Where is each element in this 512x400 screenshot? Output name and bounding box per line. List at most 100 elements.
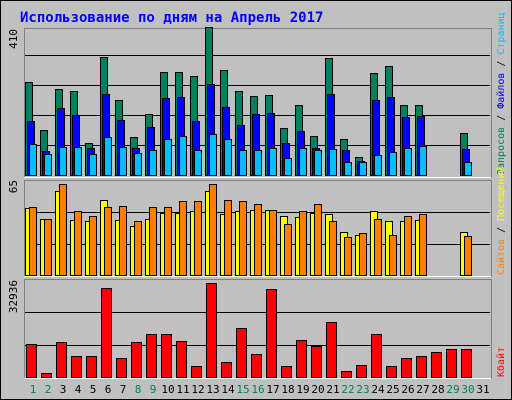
bar-pages <box>419 146 427 176</box>
day-label: 8 <box>135 383 142 396</box>
bar-kbytes <box>146 334 157 378</box>
day-label: 31 <box>476 383 489 396</box>
bar-pages <box>44 154 52 176</box>
bar-kbytes <box>191 366 202 378</box>
bar-kbytes <box>326 322 337 378</box>
bar-pages <box>29 144 37 176</box>
day-label: 14 <box>221 383 235 396</box>
top-legend: Запросов / Файлов / Страниц <box>495 12 507 175</box>
bar-kbytes <box>116 358 127 378</box>
bar-sites-fill <box>344 237 352 276</box>
chart-title: Использование по дням на Апрель 2017 <box>20 10 323 26</box>
bar-sites-fill <box>224 200 232 276</box>
day-label: 21 <box>326 383 339 396</box>
bar-sites-fill <box>194 201 202 276</box>
bar-sites-fill <box>134 221 142 276</box>
legend-entry: Файлов <box>495 73 507 109</box>
bar-sites-fill <box>104 207 112 276</box>
bar-kbytes <box>41 373 52 378</box>
bar-kbytes <box>341 371 352 378</box>
bar-kbytes <box>176 341 187 378</box>
day-label: 18 <box>281 383 294 396</box>
day-label: 12 <box>191 383 204 396</box>
bar-kbytes <box>86 356 97 378</box>
bar-sites-fill <box>44 219 52 276</box>
day-label: 4 <box>75 383 82 396</box>
bar-sites-fill <box>239 201 247 276</box>
bar-kbytes <box>56 342 67 378</box>
day-label: 27 <box>416 383 429 396</box>
day-label: 20 <box>311 383 324 396</box>
bar-sites-fill <box>164 207 172 276</box>
bar-sites-fill <box>269 210 277 276</box>
y-axis-max-label: 65 <box>7 180 20 193</box>
bar-pages <box>194 150 202 176</box>
bar-kbytes <box>401 358 412 378</box>
day-label: 3 <box>60 383 67 396</box>
bar-sites-fill <box>89 216 97 276</box>
day-label: 26 <box>401 383 414 396</box>
legend-entry: Запросов <box>496 127 507 175</box>
bar-kbytes <box>356 365 367 378</box>
day-label: 28 <box>431 383 444 396</box>
day-label: 29 <box>446 383 459 396</box>
bar-sites-fill <box>419 214 427 276</box>
bar-kbytes <box>251 354 262 378</box>
bar-pages <box>464 162 472 176</box>
bar-kbytes <box>371 334 382 378</box>
bar-sites-fill <box>329 221 337 276</box>
bar-pages <box>239 150 247 176</box>
day-label: 22 <box>341 383 354 396</box>
bar-pages <box>164 139 172 176</box>
bar-sites-fill <box>209 184 217 276</box>
day-label: 24 <box>371 383 385 396</box>
bar-kbytes <box>236 328 247 378</box>
bar-sites-fill <box>374 219 382 276</box>
bar-sites-fill <box>59 184 67 276</box>
y-axis-max-label: 410 <box>7 29 20 49</box>
bar-sites-fill <box>29 207 37 276</box>
day-label: 19 <box>296 383 309 396</box>
bar-kbytes <box>131 342 142 378</box>
day-label: 7 <box>120 383 127 396</box>
bar-kbytes <box>461 349 472 378</box>
bar-pages <box>119 147 127 176</box>
day-label: 16 <box>251 383 264 396</box>
legend-entry: Кбайт <box>495 347 507 377</box>
bar-pages <box>269 148 277 176</box>
day-label: 1 <box>30 383 37 396</box>
bar-pages <box>224 139 232 176</box>
day-label: 30 <box>461 383 474 396</box>
day-label: 25 <box>386 383 399 396</box>
bar-pages <box>329 149 337 176</box>
bar-kbytes <box>281 366 292 378</box>
bar-sites-fill <box>359 233 367 276</box>
bar-sites-fill <box>119 206 127 276</box>
bar-pages <box>389 152 397 176</box>
day-label: 11 <box>176 383 189 396</box>
bar-sites-fill <box>179 201 187 276</box>
bar-pages <box>209 134 217 176</box>
bar-pages <box>314 150 322 176</box>
bar-sites-fill <box>149 207 157 276</box>
bar-kbytes <box>431 352 442 378</box>
bar-pages <box>404 148 412 176</box>
bar-pages <box>149 150 157 176</box>
bar-kbytes <box>296 340 307 378</box>
bar-sites-fill <box>464 236 472 276</box>
bar-sites-fill <box>284 224 292 276</box>
bar-pages <box>179 136 187 176</box>
legend-entry: Страниц <box>496 12 507 54</box>
day-label: 17 <box>266 383 279 396</box>
bar-kbytes <box>446 349 457 378</box>
day-label: 10 <box>161 383 174 396</box>
legend-entry: Посещений <box>495 167 507 221</box>
legend-separator: / <box>496 55 507 73</box>
day-label: 5 <box>90 383 97 396</box>
bar-kbytes <box>386 366 397 378</box>
bar-sites-fill <box>404 216 412 276</box>
bar-kbytes <box>101 288 112 378</box>
